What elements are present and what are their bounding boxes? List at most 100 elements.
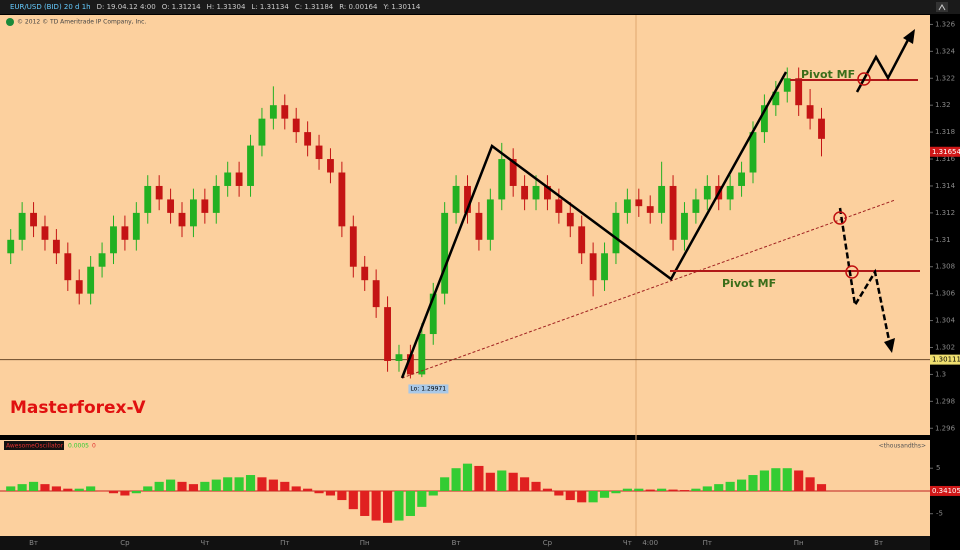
candle-body [315, 145, 323, 160]
oscillator-bar [611, 490, 621, 494]
price-badge [930, 354, 960, 365]
x-tick-label: Ср [120, 539, 130, 547]
oscillator-bar [405, 490, 415, 516]
oscillator-bar [40, 484, 50, 491]
oscillator-bar [816, 484, 827, 491]
candle-body [658, 185, 666, 213]
oscillator-bar [485, 472, 495, 491]
y-tick-label: 1.302 [935, 344, 955, 352]
candle-body [783, 78, 791, 92]
osc-param: 0 [92, 443, 96, 450]
candle-body [155, 185, 163, 200]
oscillator-bar [794, 470, 804, 491]
oscillator-bar [280, 481, 290, 491]
candle-body [361, 266, 369, 281]
oscillator-bar [74, 488, 84, 491]
toolbar [0, 0, 960, 14]
oscillator-bar [291, 486, 301, 491]
oscillator-layer [0, 463, 930, 523]
candle-body [41, 226, 49, 240]
y-tick-label: 1.314 [935, 182, 956, 190]
projection-down [838, 207, 892, 346]
x-tick-label: Пн [360, 539, 370, 547]
candle-body [738, 172, 745, 186]
oscillator-bar [234, 477, 244, 491]
candle-body [475, 212, 483, 240]
candle-body [121, 226, 129, 240]
y-tick-label: 1.316 [935, 155, 956, 163]
y-tick-label: 1.306 [935, 290, 956, 298]
oscillator-bar [394, 490, 404, 521]
candle-body [98, 253, 106, 267]
oscillator-bar [177, 481, 187, 491]
candle-body [87, 266, 95, 294]
candle-body [681, 212, 688, 240]
candle-body [201, 199, 209, 213]
candle-body [110, 226, 117, 254]
zigzag [400, 71, 788, 379]
candle-body [692, 199, 700, 213]
last-price-badge [930, 146, 960, 157]
y-tick-label: 1.322 [935, 74, 955, 82]
y-tick-label: 1.296 [935, 424, 956, 432]
candle-body [452, 185, 460, 213]
oscillator-bar [382, 490, 393, 523]
toolbar-field: H: 1.31304 [207, 3, 246, 11]
price-layer: Lo: 1.29971 [0, 67, 930, 394]
oscillator-bar [131, 490, 141, 494]
toolbar-field: D: 19.04.12 4:00 [97, 3, 156, 11]
oscillator-bar [188, 484, 198, 491]
x-tick-label: Пн [794, 539, 804, 547]
oscillator-bar [657, 488, 667, 491]
y-tick-label: -5 [936, 510, 943, 518]
oscillator-bar [542, 488, 553, 491]
oscillator-bar [508, 472, 518, 491]
copyright: © 2012 © TD Ameritrade IP Company, Inc. [17, 19, 146, 26]
candle-body [464, 185, 471, 213]
oscillator-bar [782, 468, 792, 491]
candle-body [327, 159, 334, 173]
x-tick-label: Вт [452, 539, 461, 547]
y-tick-label: 1.324 [935, 47, 956, 55]
candle-body [578, 226, 586, 254]
oscillator-bar [6, 486, 16, 491]
x-tick-label: Вт [874, 539, 883, 547]
candle-body [612, 212, 620, 254]
oscillator-bar [622, 488, 632, 491]
oscillator-bar [97, 490, 107, 492]
marker-circle [857, 72, 871, 86]
oscillator-bar [51, 486, 61, 491]
toolbar-field: C: 1.31184 [295, 3, 334, 11]
oscillator-bar [200, 481, 210, 491]
time-axis [0, 536, 930, 550]
oscillator-bar [440, 477, 450, 491]
candle-body [258, 118, 266, 146]
oscillator-bar [588, 490, 598, 503]
pivot-label: Pivot MF [722, 277, 776, 290]
oscillator-bar [474, 465, 484, 491]
oscillator-bar [360, 490, 370, 516]
oscillator-bar [337, 490, 347, 501]
candle-body [235, 172, 243, 186]
oscillator-bar [645, 489, 655, 491]
oscillator-bar [714, 484, 724, 491]
oscillator-bar [17, 484, 27, 491]
x-tick-label: Пт [280, 539, 289, 547]
candle-body [441, 212, 449, 294]
candle-body [589, 253, 597, 281]
candle-body [544, 185, 551, 200]
candle-body [601, 253, 608, 281]
candle-body [384, 307, 391, 361]
collapse-button[interactable] [936, 2, 948, 12]
candle-body [806, 105, 814, 119]
candle-body [372, 280, 380, 308]
marker-circle [845, 265, 859, 279]
watermark: Masterforex-V [10, 398, 146, 418]
y-tick-label: 1.326 [935, 20, 956, 28]
oscillator-bar [245, 475, 256, 491]
oscillator-bar [702, 486, 712, 491]
oscillator-bar [679, 490, 690, 491]
candle-body [304, 132, 312, 146]
